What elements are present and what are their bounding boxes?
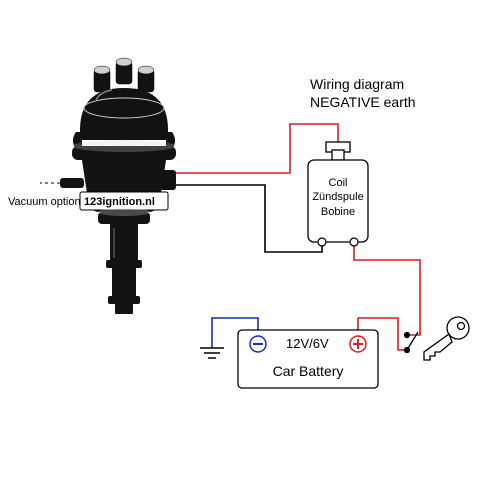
vacuum-option-label: Vacuum option xyxy=(8,195,81,209)
distributor xyxy=(40,58,176,314)
key-icon xyxy=(424,317,469,360)
vacuum-port xyxy=(60,178,84,188)
ignition-switch xyxy=(405,317,470,360)
coil-label-fr: Bobine xyxy=(308,205,368,219)
wiring-diagram xyxy=(0,0,500,500)
title-line1: Wiring diagram xyxy=(310,75,416,93)
brand-label: 123ignition.nl xyxy=(84,195,155,209)
wiring xyxy=(173,124,420,350)
battery-voltage-label: 12V/6V xyxy=(286,336,329,353)
wire-black-dist-to-coil xyxy=(173,185,322,252)
coil-label-en: Coil xyxy=(308,176,368,190)
ground-symbol xyxy=(200,348,224,358)
coil-labels: Coil Zündspule Bobine xyxy=(308,176,368,219)
coil-label-de: Zündspule xyxy=(308,190,368,204)
battery-name-label: Car Battery xyxy=(238,362,378,380)
diagram-title: Wiring diagram NEGATIVE earth xyxy=(310,75,416,111)
wire-red-coil-to-switch xyxy=(354,242,420,335)
title-line2: NEGATIVE earth xyxy=(310,93,416,111)
